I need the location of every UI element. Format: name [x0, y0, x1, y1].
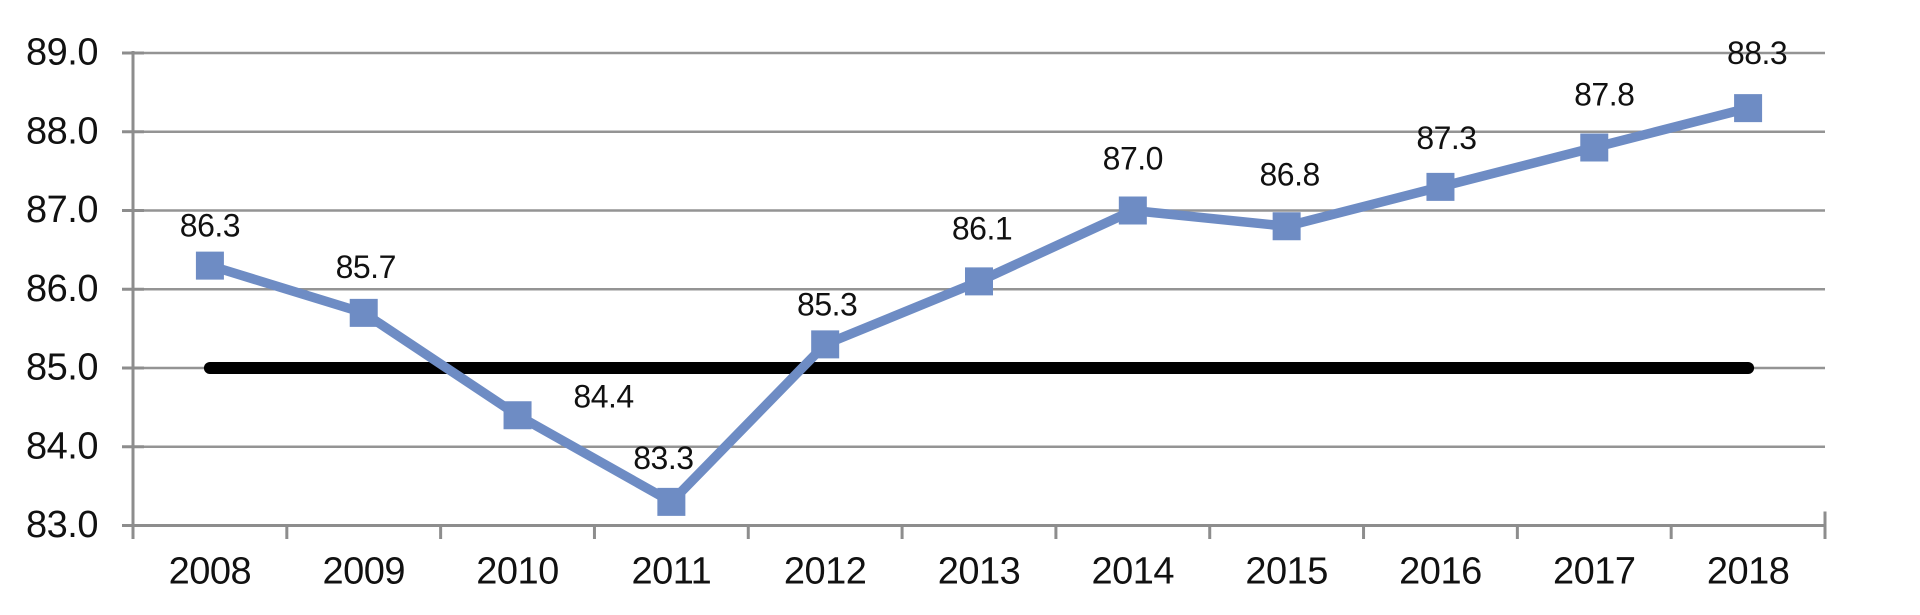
y-axis-label-87.0: 87.0: [26, 189, 98, 231]
y-axis-label-86.0: 86.0: [26, 268, 98, 310]
x-axis-label-2018: 2018: [1707, 551, 1790, 593]
x-axis-label-2014: 2014: [1092, 551, 1175, 593]
y-axis-label-88.0: 88.0: [26, 110, 98, 152]
data-label-2015: 86.8: [1259, 156, 1319, 192]
x-axis-label-2010: 2010: [476, 551, 559, 593]
data-point-marker-2011: [657, 487, 686, 516]
data-point-marker-2016: [1426, 172, 1455, 201]
data-label-2009: 85.7: [336, 249, 396, 285]
data-label-2013: 86.1: [952, 210, 1012, 246]
data-point-marker-2014: [1118, 196, 1147, 225]
data-point-marker-2013: [965, 267, 993, 296]
x-axis-label-2008: 2008: [169, 551, 252, 593]
y-axis-label-83.0: 83.0: [26, 504, 98, 546]
x-axis-label-2011: 2011: [632, 551, 712, 593]
data-point-marker-2008: [195, 251, 224, 280]
y-axis-label-84.0: 84.0: [26, 425, 98, 467]
data-label-2017: 87.8: [1574, 77, 1634, 113]
value-series-line: [208, 103, 1750, 507]
x-axis-label-2016: 2016: [1399, 551, 1482, 593]
x-axis-label-2015: 2015: [1245, 551, 1328, 593]
data-label-2014: 87.0: [1103, 141, 1163, 177]
y-axis-label-85.0: 85.0: [26, 347, 98, 389]
x-axis-label-2017: 2017: [1553, 551, 1636, 593]
x-axis-label-2009: 2009: [322, 551, 405, 593]
data-label-2011: 83.3: [633, 440, 693, 476]
y-axis-label-89.0: 89.0: [26, 32, 98, 74]
data-point-marker-2012: [811, 330, 840, 359]
data-point-marker-2018: [1734, 94, 1763, 123]
data-label-2016: 87.3: [1416, 120, 1476, 156]
data-point-marker-2017: [1580, 133, 1609, 162]
data-label-2018: 88.3: [1727, 35, 1787, 71]
x-axis-label-2012: 2012: [784, 551, 867, 593]
data-label-2012: 85.3: [797, 286, 857, 322]
x-axis-label-2013: 2013: [938, 551, 1021, 593]
data-point-marker-2010: [503, 401, 532, 430]
data-point-marker-2015: [1272, 212, 1301, 241]
data-label-2010: 84.4: [573, 378, 633, 414]
data-point-marker-2009: [349, 298, 378, 327]
data-label-2008: 86.3: [180, 208, 240, 244]
